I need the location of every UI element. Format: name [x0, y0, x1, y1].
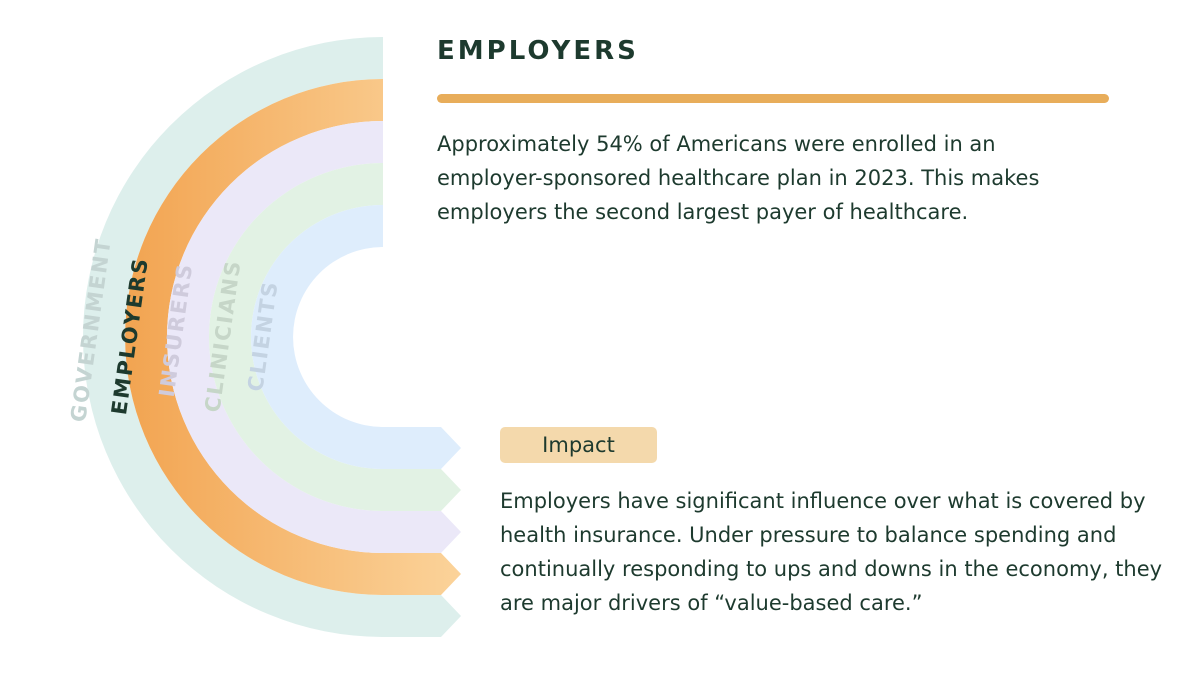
- description: Approximately 54% of Americans were enro…: [437, 132, 1040, 224]
- ring-band: [125, 79, 462, 595]
- ring-band: [251, 205, 461, 469]
- ring-band: [209, 163, 461, 511]
- impact-text: Employers have significant influence ove…: [500, 489, 1163, 615]
- title-underline: [437, 94, 1109, 103]
- impact-badge: Impact: [500, 427, 657, 463]
- section-title: EMPLOYERS: [437, 36, 639, 66]
- ring-band: [167, 121, 461, 553]
